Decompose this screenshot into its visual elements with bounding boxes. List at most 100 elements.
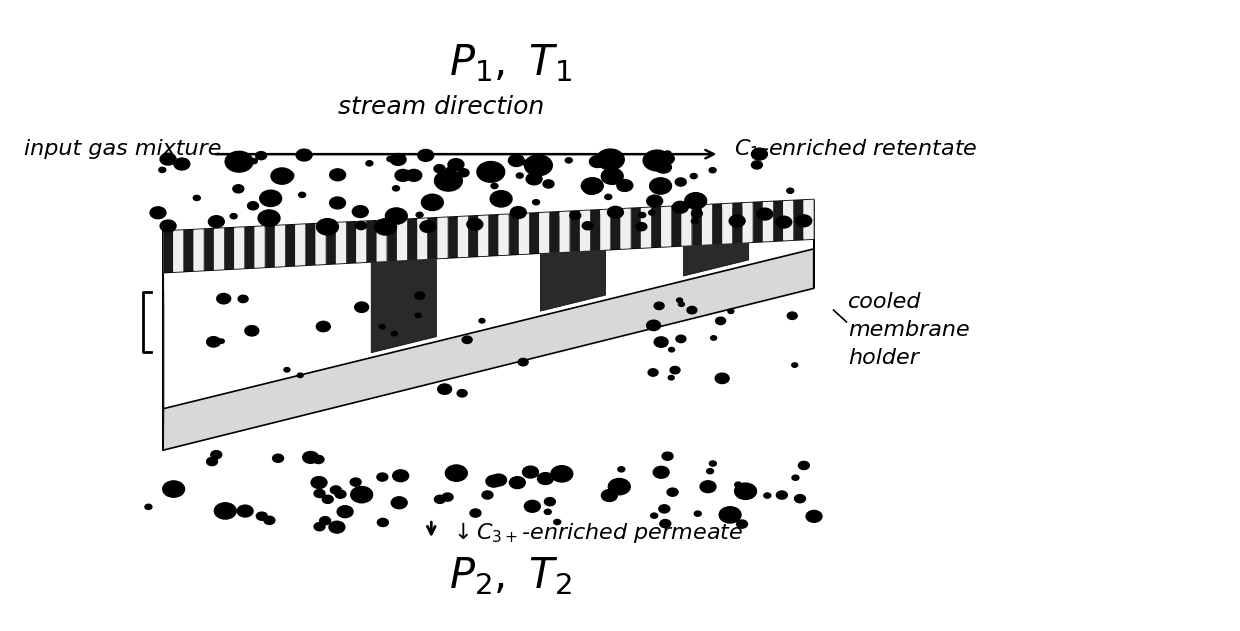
- Polygon shape: [467, 216, 479, 257]
- Polygon shape: [234, 227, 244, 269]
- Ellipse shape: [601, 168, 624, 184]
- Ellipse shape: [751, 161, 763, 169]
- Ellipse shape: [719, 507, 742, 523]
- Ellipse shape: [366, 161, 373, 166]
- Polygon shape: [590, 210, 600, 251]
- Ellipse shape: [352, 206, 368, 218]
- Text: input gas mixture: input gas mixture: [24, 139, 222, 159]
- Ellipse shape: [248, 202, 258, 210]
- Ellipse shape: [377, 473, 388, 481]
- Ellipse shape: [377, 519, 388, 526]
- Ellipse shape: [299, 192, 305, 198]
- Ellipse shape: [618, 467, 625, 472]
- Ellipse shape: [463, 336, 472, 343]
- Ellipse shape: [159, 167, 166, 172]
- Ellipse shape: [322, 495, 334, 504]
- Polygon shape: [407, 219, 417, 260]
- Ellipse shape: [649, 369, 658, 376]
- Ellipse shape: [458, 168, 469, 177]
- Ellipse shape: [215, 503, 236, 519]
- Polygon shape: [305, 224, 315, 265]
- Ellipse shape: [259, 190, 281, 206]
- Ellipse shape: [776, 216, 791, 228]
- Ellipse shape: [211, 451, 222, 459]
- Polygon shape: [428, 218, 438, 259]
- Ellipse shape: [806, 510, 822, 522]
- Ellipse shape: [482, 491, 494, 499]
- Ellipse shape: [491, 184, 498, 189]
- Ellipse shape: [355, 302, 368, 312]
- Ellipse shape: [422, 194, 443, 211]
- Ellipse shape: [687, 307, 697, 314]
- Ellipse shape: [486, 475, 502, 487]
- Polygon shape: [610, 209, 620, 249]
- Ellipse shape: [598, 160, 604, 165]
- Ellipse shape: [711, 336, 717, 340]
- Ellipse shape: [207, 337, 221, 347]
- Polygon shape: [539, 213, 549, 253]
- Polygon shape: [671, 206, 682, 246]
- Ellipse shape: [490, 191, 512, 207]
- Ellipse shape: [278, 170, 294, 182]
- Ellipse shape: [544, 498, 556, 506]
- Ellipse shape: [470, 509, 481, 517]
- Ellipse shape: [511, 206, 526, 218]
- Ellipse shape: [160, 153, 176, 165]
- Ellipse shape: [393, 470, 409, 481]
- Ellipse shape: [551, 466, 573, 482]
- Ellipse shape: [508, 155, 525, 167]
- Ellipse shape: [379, 324, 386, 329]
- Ellipse shape: [691, 174, 697, 179]
- Polygon shape: [224, 228, 234, 269]
- Ellipse shape: [231, 213, 237, 219]
- Ellipse shape: [589, 156, 605, 167]
- Ellipse shape: [639, 213, 646, 218]
- Polygon shape: [174, 230, 184, 272]
- Polygon shape: [580, 210, 590, 251]
- Polygon shape: [559, 211, 569, 252]
- Ellipse shape: [668, 348, 675, 352]
- Ellipse shape: [145, 504, 151, 509]
- Polygon shape: [722, 204, 733, 244]
- Polygon shape: [508, 214, 518, 255]
- Ellipse shape: [314, 522, 325, 531]
- Ellipse shape: [208, 216, 224, 228]
- Polygon shape: [682, 206, 692, 246]
- Polygon shape: [784, 201, 794, 240]
- Polygon shape: [498, 215, 508, 256]
- Text: $\downarrow C_{3+}$-enriched permeate: $\downarrow C_{3+}$-enriched permeate: [449, 519, 744, 545]
- Ellipse shape: [516, 173, 523, 178]
- Ellipse shape: [296, 149, 312, 161]
- Ellipse shape: [608, 206, 624, 218]
- Ellipse shape: [434, 170, 463, 191]
- Polygon shape: [753, 202, 763, 242]
- Ellipse shape: [238, 295, 248, 303]
- Ellipse shape: [715, 317, 725, 324]
- Ellipse shape: [707, 469, 713, 474]
- Ellipse shape: [791, 363, 797, 367]
- Ellipse shape: [250, 158, 258, 163]
- Ellipse shape: [616, 180, 632, 191]
- Text: $\mathbf{\mathit{P_2,\ T_2}}$: $\mathbf{\mathit{P_2,\ T_2}}$: [449, 555, 572, 597]
- Ellipse shape: [662, 452, 673, 460]
- Ellipse shape: [434, 165, 445, 173]
- Polygon shape: [371, 223, 436, 353]
- Ellipse shape: [583, 182, 599, 194]
- Polygon shape: [315, 223, 326, 265]
- Ellipse shape: [605, 194, 611, 199]
- Ellipse shape: [330, 486, 341, 494]
- Ellipse shape: [356, 221, 367, 230]
- Polygon shape: [164, 199, 813, 273]
- Ellipse shape: [434, 495, 445, 504]
- Ellipse shape: [258, 210, 280, 227]
- Ellipse shape: [668, 375, 675, 380]
- Ellipse shape: [570, 211, 580, 220]
- Ellipse shape: [533, 199, 539, 205]
- Ellipse shape: [518, 358, 528, 366]
- Polygon shape: [295, 224, 305, 266]
- Ellipse shape: [458, 389, 467, 397]
- Ellipse shape: [393, 186, 399, 191]
- Ellipse shape: [415, 313, 422, 317]
- Ellipse shape: [787, 312, 797, 319]
- Ellipse shape: [658, 505, 670, 513]
